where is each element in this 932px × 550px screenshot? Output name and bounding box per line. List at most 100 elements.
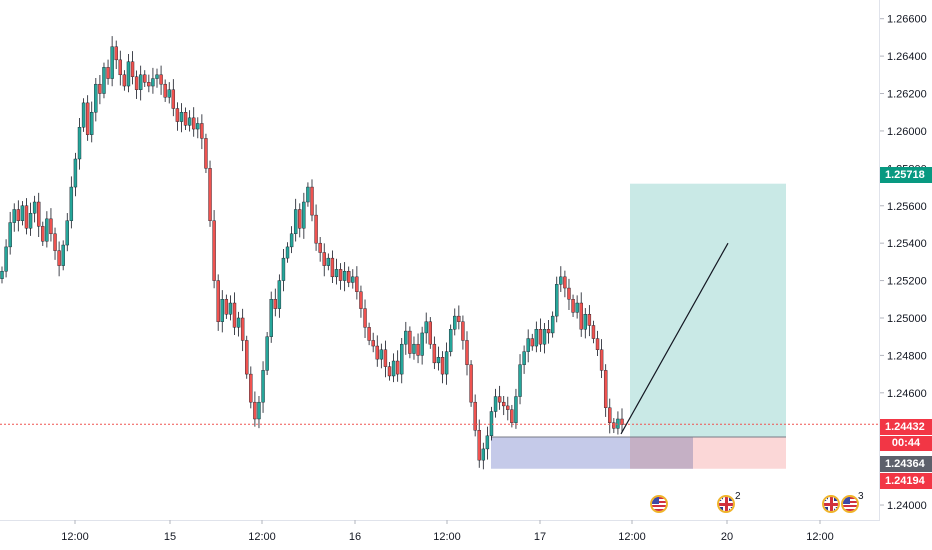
candle-body bbox=[448, 329, 453, 352]
price-tick-label: 1.25400 bbox=[887, 238, 927, 250]
candle-body bbox=[453, 315, 457, 330]
candle-body bbox=[432, 343, 437, 364]
candle-body bbox=[130, 61, 135, 77]
time-tick-label: 12:00 bbox=[61, 531, 89, 543]
candle-body bbox=[514, 396, 518, 423]
candle-body bbox=[167, 89, 171, 98]
candle-body bbox=[224, 299, 229, 315]
candle-body bbox=[163, 83, 167, 98]
candle-body bbox=[90, 112, 94, 135]
uk-flag-icon[interactable] bbox=[822, 495, 840, 513]
candle-body bbox=[122, 74, 127, 87]
candle-body bbox=[334, 269, 339, 278]
candle-body bbox=[477, 430, 481, 461]
candle-body bbox=[73, 158, 78, 188]
candle-body bbox=[530, 338, 534, 347]
candle-body bbox=[416, 343, 420, 356]
us-flag-icon[interactable] bbox=[650, 495, 668, 513]
candle-body bbox=[293, 209, 298, 235]
candle-body bbox=[579, 302, 583, 330]
us-flag-icon[interactable] bbox=[841, 495, 859, 513]
candle-body bbox=[138, 74, 143, 90]
candle-body bbox=[232, 302, 237, 328]
candle-body bbox=[400, 343, 404, 375]
candle-body bbox=[249, 373, 253, 403]
candle-body bbox=[53, 233, 57, 251]
stop-zone-future bbox=[693, 436, 786, 469]
candle-body bbox=[620, 418, 624, 425]
candle-body bbox=[355, 276, 359, 292]
candle-body bbox=[461, 321, 465, 341]
candle-body bbox=[469, 364, 473, 403]
candle-body bbox=[342, 271, 347, 281]
candle-body bbox=[457, 315, 461, 322]
candle-body bbox=[330, 257, 335, 278]
candle-body bbox=[314, 214, 318, 244]
candle-body bbox=[159, 74, 163, 85]
candle-body bbox=[485, 435, 490, 450]
candle-body bbox=[538, 329, 543, 345]
price-tick-label: 1.26600 bbox=[887, 14, 927, 26]
candle-body bbox=[41, 226, 45, 242]
uk-flag-icon[interactable] bbox=[717, 495, 735, 513]
candle-body bbox=[220, 299, 224, 322]
candle-body bbox=[102, 67, 106, 94]
candle-body bbox=[118, 59, 122, 76]
candle-body bbox=[28, 213, 33, 229]
candle-body bbox=[273, 299, 277, 309]
candle-body bbox=[212, 220, 216, 281]
position-tool[interactable] bbox=[491, 183, 786, 469]
candle-body bbox=[8, 222, 12, 248]
candle-body bbox=[395, 360, 400, 375]
candle-body bbox=[318, 242, 322, 253]
stop-price-tag: 1.24194 bbox=[880, 473, 932, 489]
time-tick-label: 12:00 bbox=[618, 531, 646, 543]
candle-body bbox=[599, 349, 604, 371]
target-price-tag: 1.25718 bbox=[880, 167, 932, 183]
candle-body bbox=[387, 366, 392, 377]
price-tick-label: 1.24800 bbox=[887, 350, 927, 362]
candle-body bbox=[493, 396, 498, 412]
price-tick-label: 1.24000 bbox=[887, 500, 927, 512]
candle-body bbox=[444, 351, 449, 375]
candle-body bbox=[253, 401, 257, 420]
candle-body bbox=[110, 46, 114, 79]
time-tick-label: 17 bbox=[534, 531, 546, 543]
candle-body bbox=[522, 351, 526, 365]
candle-body bbox=[200, 123, 204, 139]
candle-body bbox=[269, 299, 273, 337]
candle-body bbox=[306, 186, 310, 203]
candle-body bbox=[155, 74, 159, 79]
candle-body bbox=[563, 276, 567, 289]
candle-body bbox=[595, 338, 600, 350]
price-tick-label: 1.25200 bbox=[887, 276, 927, 288]
candle-body bbox=[502, 401, 506, 407]
time-axis[interactable]: 12:00 15 12:00 16 12:00 17 12:00 20 12:00 bbox=[61, 520, 834, 543]
candle-body bbox=[555, 284, 559, 317]
candle-body bbox=[61, 244, 65, 266]
time-tick-label: 12:00 bbox=[248, 531, 276, 543]
candle-body bbox=[571, 299, 575, 313]
candle-body bbox=[510, 409, 514, 423]
price-tick-label: 1.25000 bbox=[887, 313, 927, 325]
candle-body bbox=[383, 349, 388, 367]
candle-body bbox=[126, 61, 131, 87]
candle-body bbox=[608, 407, 612, 423]
candle-body bbox=[281, 257, 286, 281]
target-zone bbox=[630, 183, 786, 437]
candle-body bbox=[575, 302, 579, 313]
candle-body bbox=[567, 287, 571, 300]
candle-body bbox=[208, 168, 212, 221]
candle-body bbox=[351, 276, 355, 283]
candle-body bbox=[546, 329, 551, 334]
time-tick-label: 12:00 bbox=[433, 531, 461, 543]
candle-body bbox=[506, 405, 510, 410]
candle-body bbox=[424, 321, 428, 334]
candle-body bbox=[420, 332, 424, 356]
candle-body bbox=[57, 250, 61, 266]
time-tick-label: 15 bbox=[164, 531, 176, 543]
candle-body bbox=[289, 233, 294, 248]
price-tick-label: 1.26000 bbox=[887, 126, 927, 138]
candle-body bbox=[481, 448, 486, 461]
